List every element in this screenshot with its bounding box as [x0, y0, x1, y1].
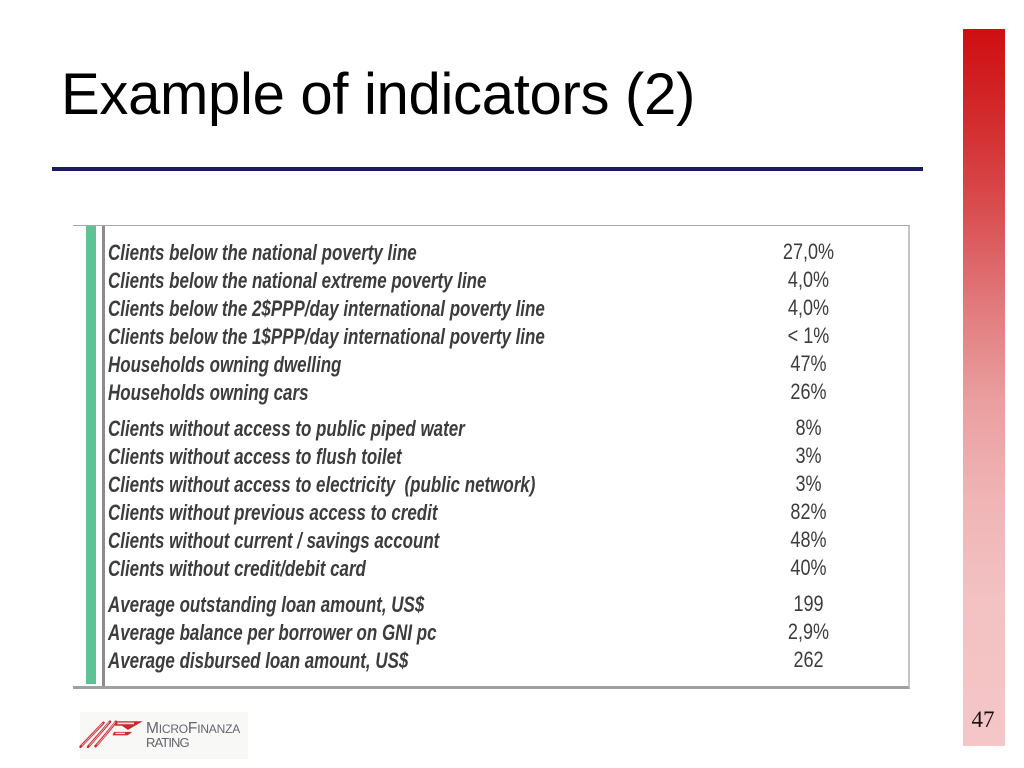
svg-text:MICROFINANZA: MICROFINANZA: [146, 720, 240, 737]
svg-text:RATING: RATING: [146, 735, 190, 750]
